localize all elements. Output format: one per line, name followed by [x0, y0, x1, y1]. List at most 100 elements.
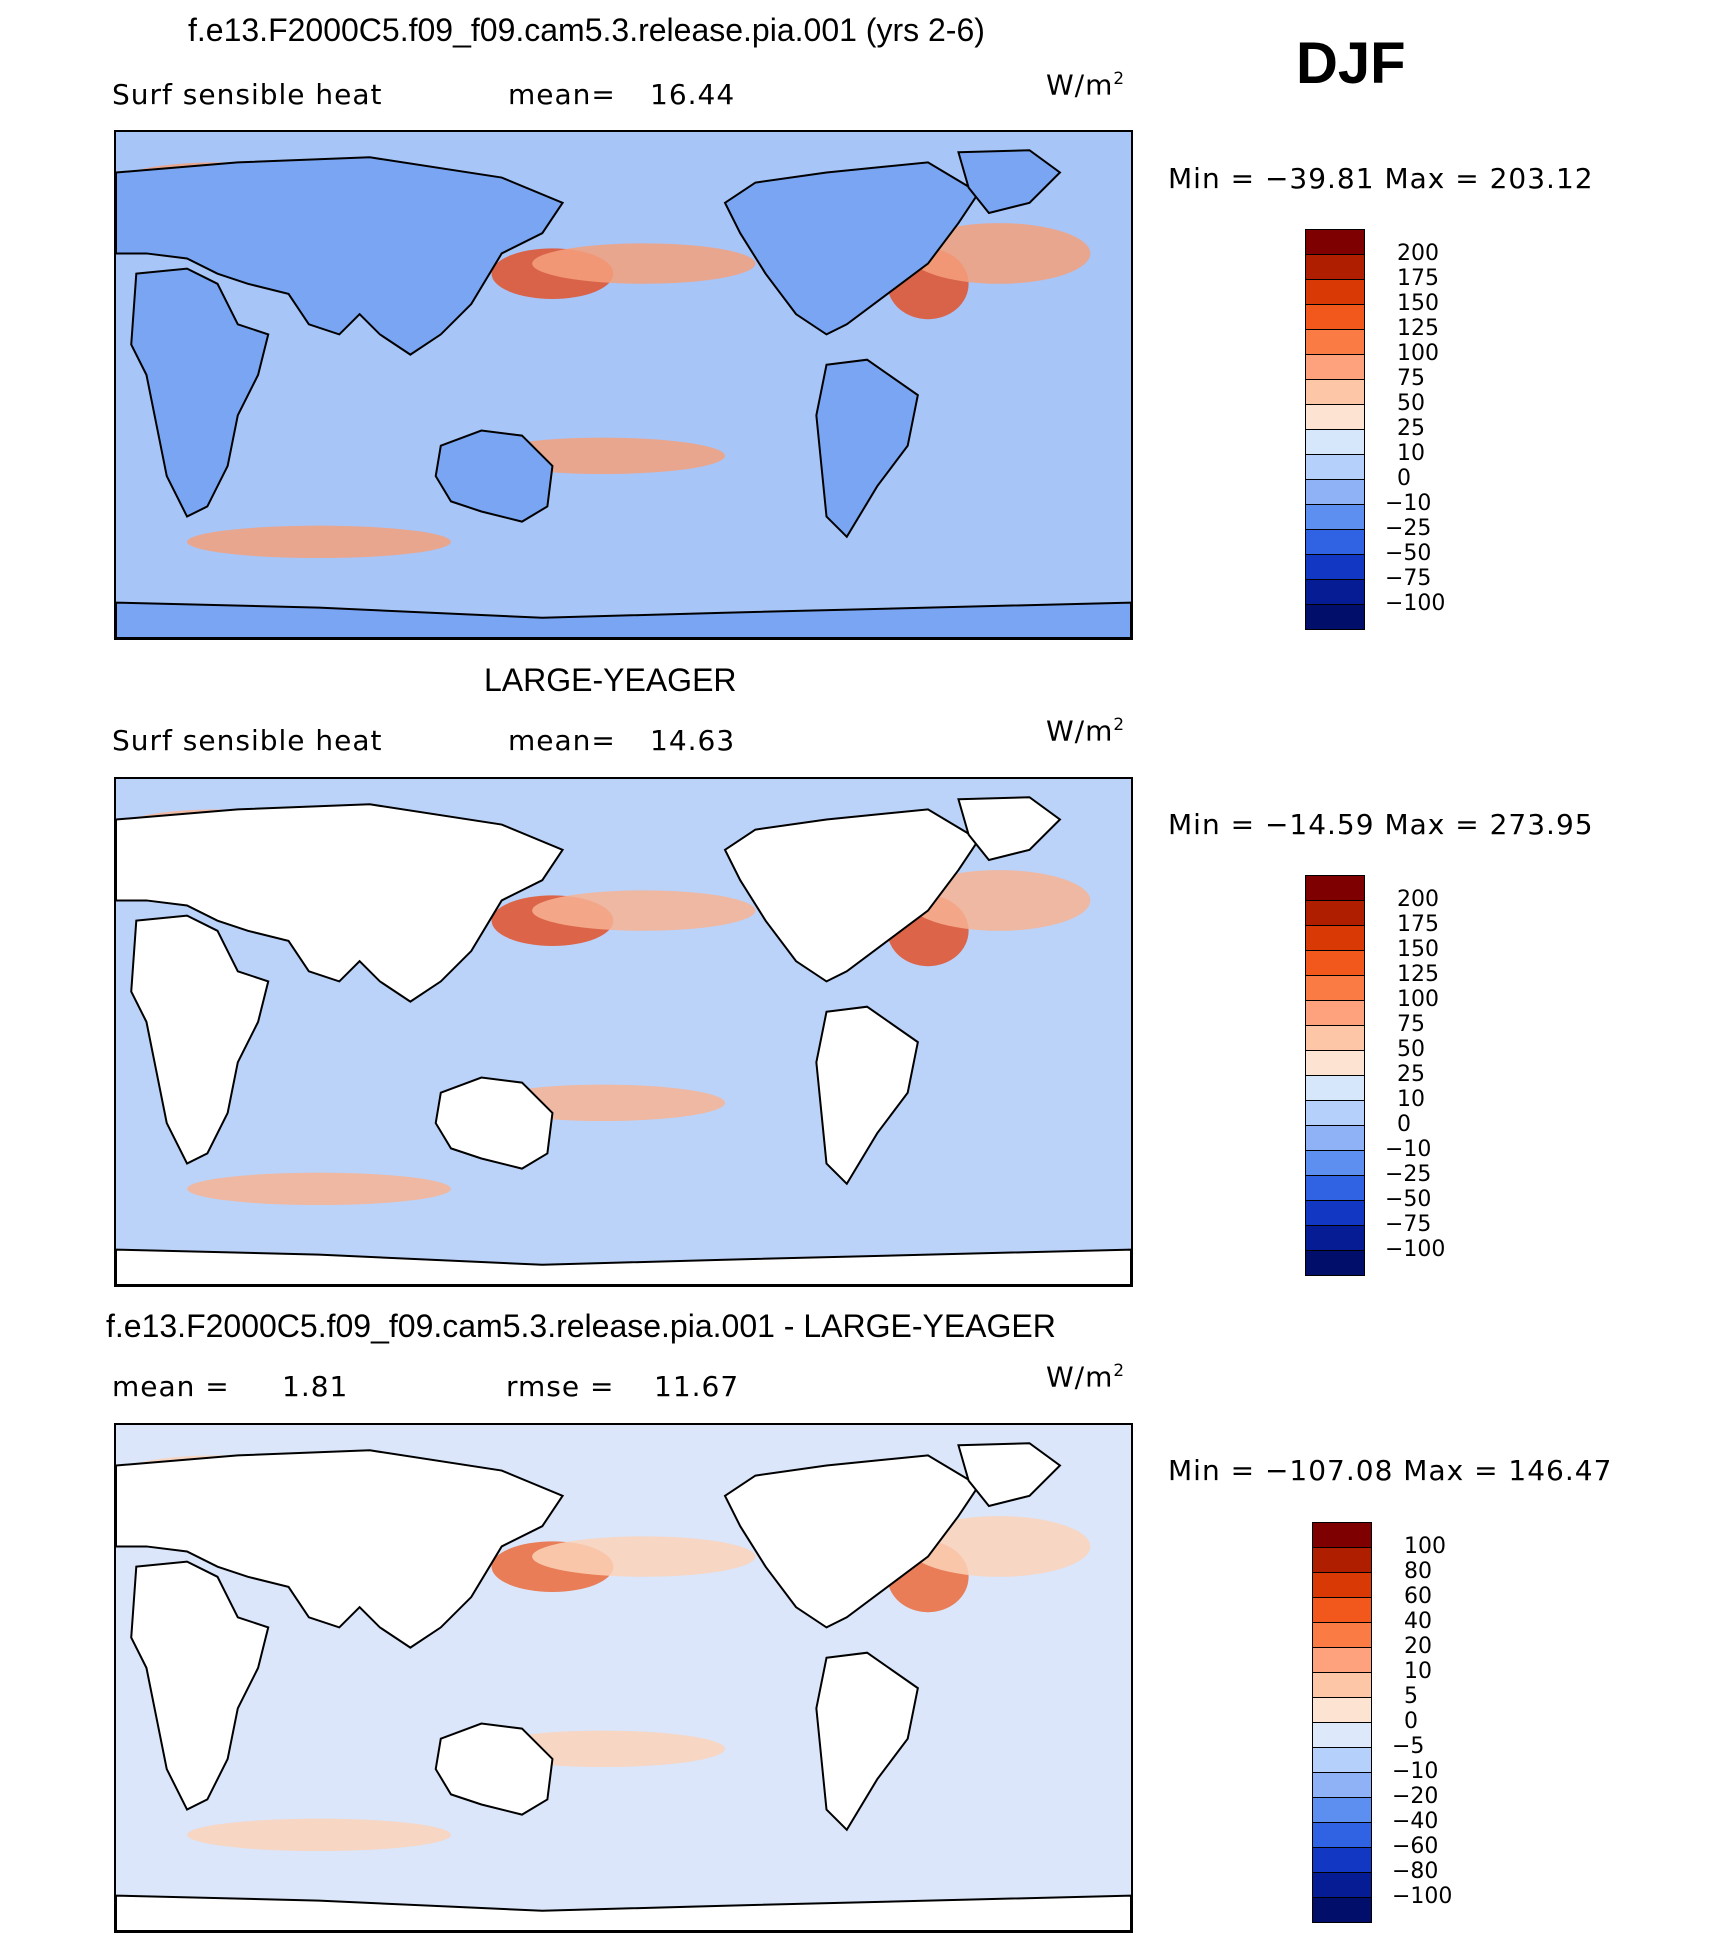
panel2-mean-value: 14.63	[650, 724, 736, 757]
colorbar-label: −10	[1385, 1137, 1432, 1162]
colorbar-label: 50	[1397, 391, 1425, 416]
coastline-greenland	[958, 1443, 1059, 1506]
colorbar-label: 75	[1397, 366, 1425, 391]
coastline-antarctica	[116, 603, 1131, 638]
colorbar-swatch	[1312, 1872, 1372, 1898]
colorbar-swatch	[1305, 900, 1365, 926]
colorbar-swatch	[1312, 1822, 1372, 1848]
coastline-south-america	[816, 1007, 918, 1184]
colorbar-swatch	[1312, 1797, 1372, 1823]
colorbar-label: 10	[1397, 1087, 1425, 1112]
colorbar-swatch	[1312, 1897, 1372, 1923]
colorbar-swatch	[1305, 304, 1365, 330]
colorbar-label: 200	[1397, 241, 1439, 266]
colorbar-swatch	[1305, 254, 1365, 280]
colorbar-label: 10	[1404, 1659, 1432, 1684]
colorbar-label: −50	[1385, 541, 1432, 566]
colorbar-label: −25	[1385, 516, 1432, 541]
colorbar-label: 10	[1397, 441, 1425, 466]
colorbar-label: −10	[1385, 491, 1432, 516]
colorbar-swatch	[1312, 1597, 1372, 1623]
colorbar-swatch	[1305, 404, 1365, 430]
map-field	[116, 779, 1131, 1285]
panel2-variable-label: Surf sensible heat	[112, 724, 383, 757]
colorbar-swatch	[1312, 1672, 1372, 1698]
panel3-units: W/m2	[1046, 1360, 1126, 1394]
colorbar-label: −50	[1385, 1187, 1432, 1212]
coastline-australia	[436, 1078, 553, 1169]
panel3-rmse-value: 11.67	[654, 1370, 740, 1403]
colorbar-label: −5	[1392, 1734, 1425, 1759]
colorbar-swatch	[1312, 1847, 1372, 1873]
flux-anomaly-region	[532, 243, 756, 284]
coastline-greenland	[958, 150, 1059, 213]
colorbar-label: −75	[1385, 566, 1432, 591]
colorbar-label: 0	[1397, 1112, 1411, 1137]
colorbar-label: −100	[1385, 591, 1446, 616]
colorbar-swatch	[1305, 1175, 1365, 1201]
colorbar-label: 125	[1397, 316, 1439, 341]
season-label: DJF	[1296, 31, 1406, 96]
flux-anomaly-region	[907, 870, 1091, 931]
panel1-title: f.e13.F2000C5.f09_f09.cam5.3.release.pia…	[188, 12, 985, 48]
flux-anomaly-region	[187, 1818, 451, 1852]
colorbar-label: −80	[1392, 1859, 1439, 1884]
coastline-north-america	[725, 809, 979, 981]
colorbar-label: 5	[1404, 1684, 1418, 1709]
colorbar-label: 50	[1397, 1037, 1425, 1062]
colorbar-swatch	[1305, 454, 1365, 480]
colorbar-swatch	[1312, 1522, 1372, 1548]
panel3-minmax: Min = −107.08 Max = 146.47	[1168, 1454, 1613, 1487]
map-field	[116, 1425, 1131, 1931]
colorbar-swatch	[1305, 875, 1365, 901]
colorbar-swatch	[1312, 1772, 1372, 1798]
panel3-title: f.e13.F2000C5.f09_f09.cam5.3.release.pia…	[106, 1308, 1056, 1344]
flux-anomaly-region	[532, 1536, 756, 1577]
colorbar-label: 150	[1397, 291, 1439, 316]
colorbar-swatch	[1305, 329, 1365, 355]
colorbar-label: 25	[1397, 1062, 1425, 1087]
colorbar-swatch	[1305, 1025, 1365, 1051]
colorbar-label: 0	[1397, 466, 1411, 491]
flux-anomaly-region	[187, 1172, 451, 1206]
colorbar-swatch	[1305, 1150, 1365, 1176]
flux-anomaly-region	[907, 223, 1091, 284]
colorbar-label: −100	[1385, 1237, 1446, 1262]
colorbar-swatch	[1305, 1200, 1365, 1226]
colorbar-swatch	[1305, 1000, 1365, 1026]
colorbar-label: −40	[1392, 1809, 1439, 1834]
colorbar-label: 125	[1397, 962, 1439, 987]
panel3-map	[114, 1423, 1133, 1933]
colorbar-label: 175	[1397, 912, 1439, 937]
colorbar-swatch	[1305, 479, 1365, 505]
colorbar-label: 25	[1397, 416, 1425, 441]
colorbar-swatch	[1312, 1647, 1372, 1673]
colorbar-swatch	[1305, 429, 1365, 455]
colorbar-swatch	[1305, 950, 1365, 976]
panel3-colorbar: 100 80 60 40 20 10 5 0 −5 −10 −20 −40 −60 −80 −100	[1312, 1522, 1472, 1923]
flux-anomaly-region	[532, 890, 756, 931]
colorbar-swatch	[1305, 229, 1365, 255]
colorbar-swatch	[1305, 925, 1365, 951]
panel1-mean-value: 16.44	[650, 78, 736, 111]
colorbar-label: 60	[1404, 1584, 1432, 1609]
panel1-mean-label: mean=	[508, 78, 616, 111]
panel3-mean-label: mean =	[112, 1370, 230, 1403]
coastline-africa	[131, 1562, 268, 1810]
colorbar-swatch	[1312, 1547, 1372, 1573]
coastline-north-america	[725, 162, 979, 334]
colorbar-swatch	[1312, 1697, 1372, 1723]
colorbar-label: 20	[1404, 1634, 1432, 1659]
flux-anomaly-region	[187, 525, 451, 559]
colorbar-swatch	[1305, 1250, 1365, 1276]
colorbar-label: 80	[1404, 1559, 1432, 1584]
panel1-colorbar: 200 175 150 125 100 75 50 25 10 0 −10 −25 −50 −75 −100	[1305, 229, 1465, 630]
coastline-south-america	[816, 1653, 918, 1830]
coastline-south-america	[816, 360, 918, 537]
coastline-africa	[131, 916, 268, 1164]
colorbar-swatch	[1305, 604, 1365, 630]
colorbar-label: −100	[1392, 1884, 1453, 1909]
flux-anomaly-region	[907, 1516, 1091, 1577]
colorbar-label: −75	[1385, 1212, 1432, 1237]
colorbar-swatch	[1305, 1225, 1365, 1251]
